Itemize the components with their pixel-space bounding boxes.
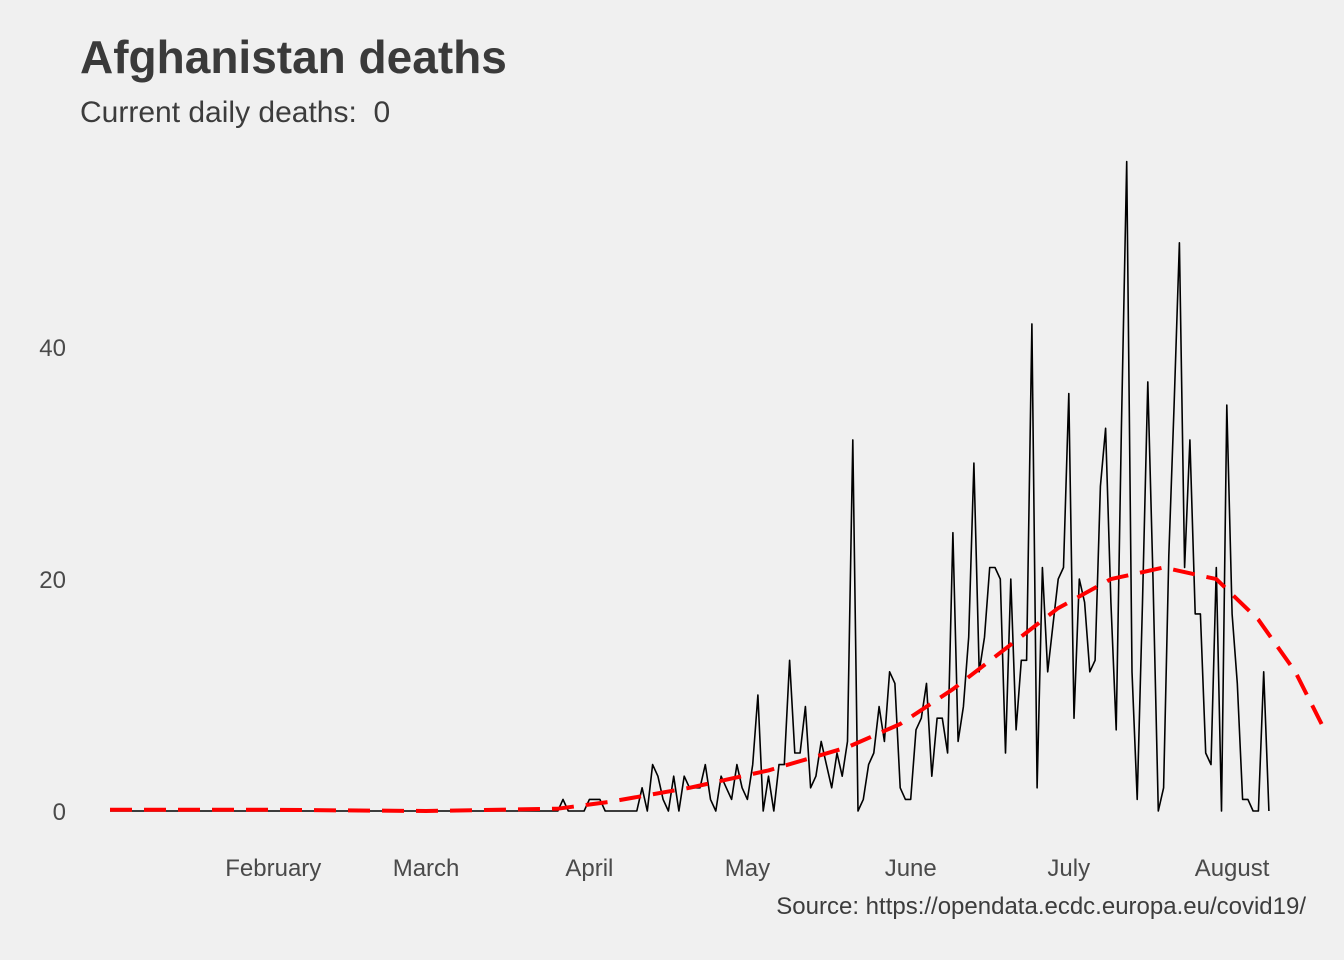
y-tick-label: 40 (39, 335, 66, 362)
x-tick-label: April (565, 855, 613, 882)
chart-subtitle: Current daily deaths: 0 (80, 96, 390, 130)
x-axis-ticks: February March April May June July August (225, 855, 1269, 882)
y-tick-label: 0 (53, 799, 66, 826)
subtitle-label: Current daily deaths: (80, 96, 357, 129)
y-tick-label: 20 (39, 567, 66, 594)
series-layer (110, 160, 1324, 813)
x-tick-label: July (1047, 855, 1090, 882)
y-axis-ticks: 0 20 40 (39, 335, 66, 826)
chart-title: Afghanistan deaths (80, 31, 507, 83)
trend-line (110, 565, 1324, 813)
x-tick-label: March (393, 855, 460, 882)
x-tick-label: May (725, 855, 770, 882)
source-caption: Source: https://opendata.ecdc.europa.eu/… (776, 893, 1306, 920)
x-tick-label: June (885, 855, 937, 882)
x-tick-label: August (1195, 855, 1270, 882)
current-deaths-value: 0 (373, 96, 391, 129)
daily-deaths-line (110, 160, 1270, 812)
x-tick-label: February (225, 855, 321, 882)
